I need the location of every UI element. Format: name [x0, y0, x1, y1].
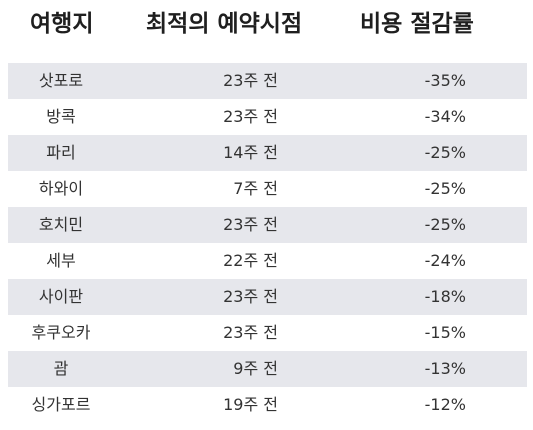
table-row: 파리 14주 전 -25% [8, 135, 527, 171]
cell-best-booking-time: 23주 전 [223, 71, 278, 90]
table-row: 사이판 23주 전 -18% [8, 279, 527, 315]
cell-best-booking-time: 22주 전 [223, 251, 278, 270]
header-best-booking-time: 최적의 예약시점 [146, 11, 303, 37]
table-row: 방콕 23주 전 -34% [8, 99, 527, 135]
cell-cost-savings: -25% [424, 215, 466, 234]
cell-cost-savings: -13% [424, 359, 466, 378]
cell-best-booking-time: 14주 전 [223, 143, 278, 162]
cell-cost-savings: -25% [424, 143, 466, 162]
cell-cost-savings: -25% [424, 179, 466, 198]
cell-best-booking-time: 23주 전 [223, 323, 278, 342]
cell-best-booking-time: 7주 전 [233, 179, 278, 198]
cell-destination: 사이판 [38, 287, 84, 306]
cell-destination: 세부 [46, 251, 76, 270]
table-row: 호치민 23주 전 -25% [8, 207, 527, 243]
cell-cost-savings: -35% [424, 71, 466, 90]
table-row: 삿포로 23주 전 -35% [8, 63, 527, 99]
cell-destination: 싱가포르 [31, 395, 91, 414]
cell-best-booking-time: 23주 전 [223, 287, 278, 306]
cell-cost-savings: -24% [424, 251, 466, 270]
table-row: 후쿠오카 23주 전 -15% [8, 315, 527, 351]
table-row: 괌 9주 전 -13% [8, 351, 527, 387]
cell-destination: 괌 [53, 359, 69, 378]
cell-best-booking-time: 9주 전 [233, 359, 278, 378]
cell-destination: 호치민 [38, 215, 84, 234]
cell-best-booking-time: 23주 전 [223, 215, 278, 234]
header-cost-savings: 비용 절감률 [360, 11, 474, 37]
cell-destination: 파리 [46, 143, 76, 162]
header-destination: 여행지 [30, 11, 94, 37]
cell-destination: 삿포로 [38, 71, 84, 90]
cell-cost-savings: -34% [424, 107, 466, 126]
cell-cost-savings: -18% [424, 287, 466, 306]
cell-destination: 후쿠오카 [31, 323, 91, 342]
cell-cost-savings: -12% [424, 395, 466, 414]
table-row: 싱가포르 19주 전 -12% [8, 387, 527, 423]
cell-best-booking-time: 23주 전 [223, 107, 278, 126]
table-row: 하와이 7주 전 -25% [8, 171, 527, 207]
cell-destination: 하와이 [38, 179, 84, 198]
cell-cost-savings: -15% [424, 323, 466, 342]
cell-destination: 방콕 [46, 107, 76, 126]
table-header: 여행지 최적의 예약시점 비용 절감률 [0, 4, 533, 44]
table-row: 세부 22주 전 -24% [8, 243, 527, 279]
cell-best-booking-time: 19주 전 [223, 395, 278, 414]
table-body: 삿포로 23주 전 -35% 방콕 23주 전 -34% 파리 14주 전 -2… [8, 63, 527, 423]
